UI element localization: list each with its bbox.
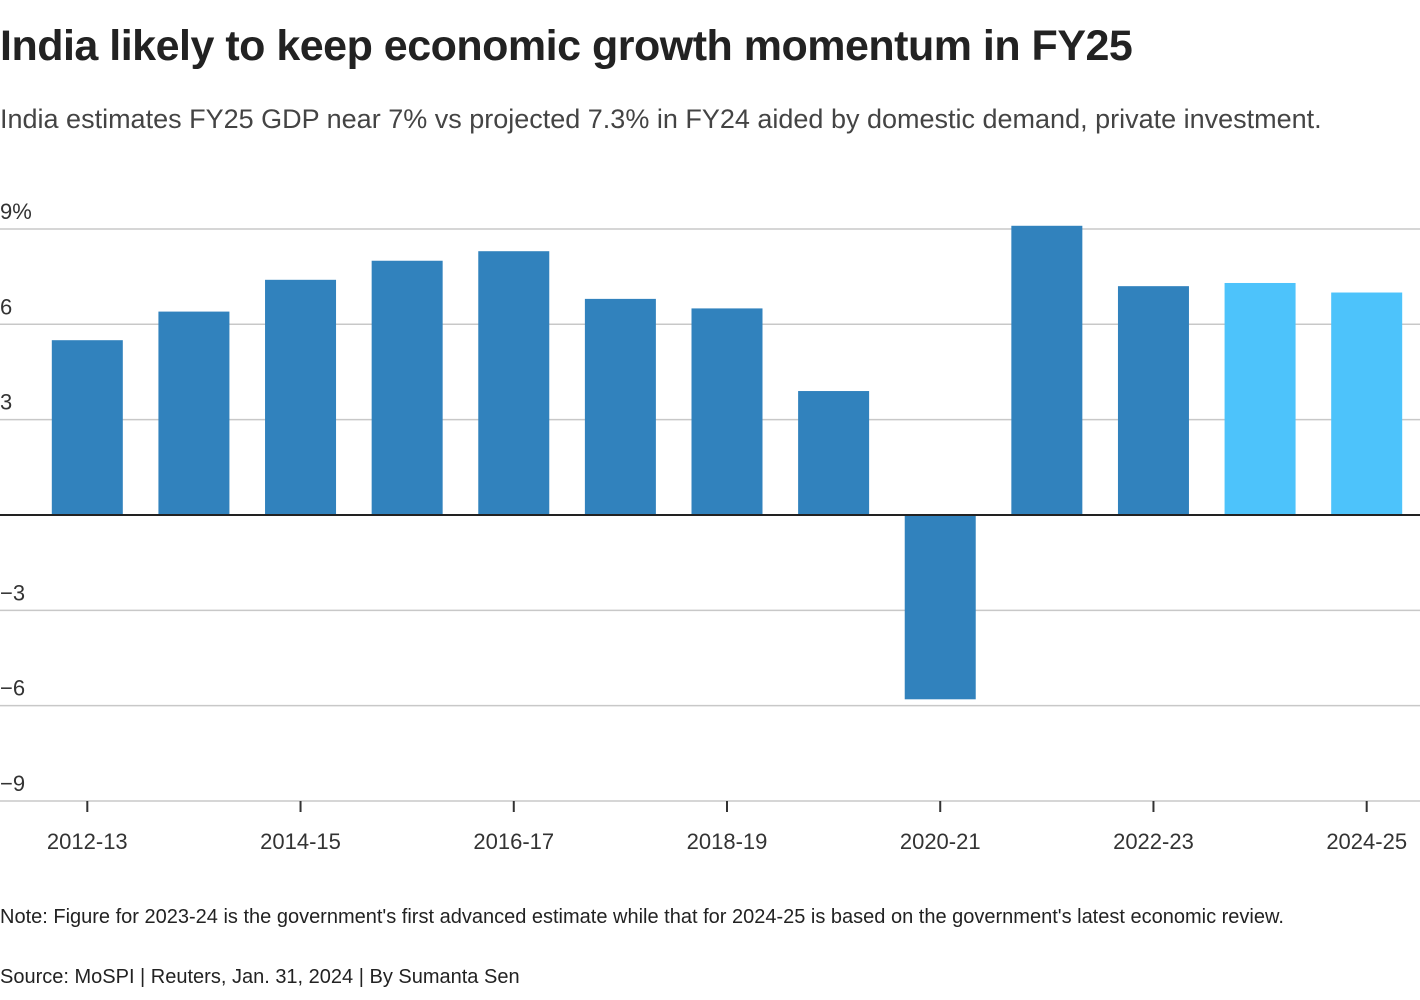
bar: [1117, 286, 1189, 515]
bar: [158, 311, 230, 515]
bar: [478, 251, 550, 515]
bar: [584, 298, 656, 515]
bar: [904, 514, 976, 700]
y-tick-label: −6: [0, 676, 25, 701]
y-tick-label: 9%: [0, 199, 32, 224]
chart-note: Note: Figure for 2023-24 is the governme…: [0, 906, 1284, 928]
y-tick-label: 6: [0, 294, 12, 319]
x-tick-label: 2014-15: [260, 829, 341, 854]
x-tick-label: 2022-23: [1113, 829, 1194, 854]
chart-source: Source: MoSPI | Reuters, Jan. 31, 2024 |…: [0, 966, 520, 988]
bar: [1331, 292, 1403, 515]
x-tick-label: 2012-13: [47, 829, 128, 854]
bar: [265, 279, 337, 515]
x-tick-label: 2024-25: [1326, 829, 1407, 854]
x-tick-label: 2018-19: [687, 829, 768, 854]
bar: [51, 340, 123, 515]
y-tick-label: 3: [0, 390, 12, 415]
y-tick-label: −9: [0, 771, 25, 796]
x-tick-label: 2016-17: [473, 829, 554, 854]
x-tick-label: 2020-21: [900, 829, 981, 854]
bar: [371, 260, 443, 515]
bar: [691, 308, 763, 515]
y-tick-label: −3: [0, 580, 25, 605]
bar: [1011, 225, 1083, 515]
bar: [1224, 282, 1296, 515]
chart-title: India likely to keep economic growth mom…: [0, 22, 1133, 70]
bar: [798, 391, 870, 515]
chart-subtitle: India estimates FY25 GDP near 7% vs proj…: [0, 104, 1322, 134]
